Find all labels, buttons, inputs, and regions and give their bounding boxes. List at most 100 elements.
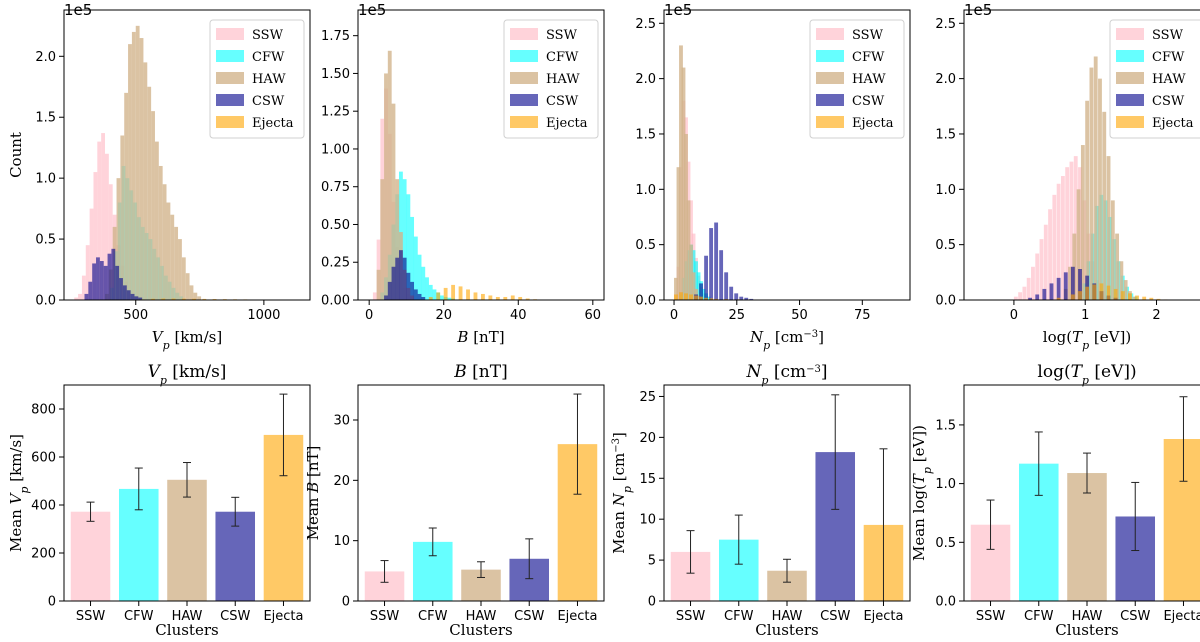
hist-bin-cfw bbox=[696, 272, 701, 300]
y-axis-label: Mean Vp [km/s] bbox=[7, 434, 31, 552]
y-axis-label: Mean Np [cm−3] bbox=[610, 432, 634, 554]
legend-box bbox=[809, 19, 905, 139]
hist-bin-ssw bbox=[1035, 253, 1040, 300]
hist-bin-ssw bbox=[1052, 194, 1057, 300]
hist-bin-ejecta bbox=[679, 292, 683, 300]
subplot-bar-b: SSW CFW HAW CSW Ejecta B [nT] Clusters Mean B [… bbox=[304, 362, 605, 639]
axes-frame bbox=[357, 384, 605, 602]
x-tick-label-cfw: CFW bbox=[1024, 609, 1054, 624]
hist-bin-csw bbox=[395, 257, 400, 300]
y-tick-label: 1.0 bbox=[935, 477, 956, 492]
hist-bin-haw bbox=[681, 67, 686, 300]
hist-bin-haw bbox=[676, 167, 681, 300]
y-tick-label: 1.0 bbox=[935, 183, 956, 198]
hist-bin-ssw bbox=[1056, 183, 1061, 300]
hist-bin-csw bbox=[96, 257, 100, 300]
hist-bin-haw bbox=[1093, 56, 1098, 300]
hist-bin-ejecta bbox=[443, 287, 448, 300]
hist-bin-haw bbox=[387, 50, 392, 300]
axes-frame bbox=[63, 384, 311, 602]
hist-bin-ssw bbox=[1069, 161, 1074, 300]
x-tick-label-csw: CSW bbox=[514, 609, 544, 624]
hist-bin-ejecta bbox=[503, 296, 508, 300]
hist-bin-haw bbox=[135, 25, 140, 301]
hist-bin-csw bbox=[734, 293, 739, 300]
hist-bin-haw bbox=[178, 239, 182, 300]
hist-bin-csw bbox=[115, 265, 120, 300]
x-axis-label: B [nT] bbox=[456, 328, 504, 346]
bar-ssw bbox=[70, 511, 111, 601]
legend-label-ejecta: Ejecta bbox=[852, 116, 894, 131]
hist-bin-ejecta bbox=[481, 293, 485, 300]
hist-bin-ssw bbox=[372, 292, 377, 300]
x-axis-label: Clusters bbox=[755, 621, 818, 639]
hist-bin-ssw bbox=[108, 184, 113, 300]
hist-bin-ejecta bbox=[709, 298, 714, 300]
hist-bin-ejecta bbox=[1070, 294, 1075, 300]
x-axis-label: Clusters bbox=[449, 621, 512, 639]
hist-bin-ssw bbox=[1043, 224, 1048, 300]
x-tick-label: 60 bbox=[585, 308, 602, 323]
hist-bin-haw bbox=[116, 178, 121, 300]
x-tick-label-ssw: SSW bbox=[976, 609, 1006, 624]
x-tick-label-ssw: SSW bbox=[76, 609, 106, 624]
hist-bin-csw bbox=[134, 296, 139, 300]
hist-bin-haw bbox=[120, 135, 125, 300]
subplot-bar-np: SSW CFW HAW CSW Ejecta Np [cm−3] Clusters Mean … bbox=[610, 362, 911, 639]
x-tick-label-ejecta: Ejecta bbox=[557, 609, 597, 624]
x-tick-label-csw: CSW bbox=[820, 609, 850, 624]
legend-label-csw: CSW bbox=[852, 94, 885, 109]
y-tick-label: 5 bbox=[648, 554, 656, 569]
subplot-title: Np [cm−3] bbox=[746, 362, 828, 387]
hist-bin-haw bbox=[696, 295, 701, 300]
hist-bin-haw bbox=[143, 62, 148, 300]
y-tick-label: 25 bbox=[639, 390, 656, 405]
hist-bin-haw bbox=[694, 288, 698, 300]
hist-bin-csw bbox=[1049, 283, 1054, 300]
hist-bin-ssw bbox=[1018, 292, 1023, 300]
legend-swatch-ssw bbox=[216, 28, 244, 40]
hist-bin-ejecta bbox=[202, 298, 207, 300]
legend-label-ssw: SSW bbox=[852, 28, 884, 43]
hist-bin-csw bbox=[744, 297, 749, 300]
hist-bin-ejecta bbox=[473, 292, 478, 300]
hist-bin-cfw bbox=[706, 296, 711, 300]
y-tick-label: 30 bbox=[333, 413, 350, 428]
y-tick-label: 0.0 bbox=[635, 294, 656, 309]
hist-bin-ejecta bbox=[1142, 296, 1147, 300]
hist-bin-haw bbox=[181, 257, 186, 300]
legend-label-csw: CSW bbox=[546, 94, 579, 109]
hist-bin-ejecta bbox=[704, 297, 708, 300]
hist-bin-ejecta bbox=[181, 298, 186, 300]
hist-bin-cfw bbox=[402, 179, 407, 300]
legend-swatch-ssw bbox=[1116, 28, 1144, 40]
x-tick-label: 500 bbox=[123, 308, 148, 323]
hist-bin-haw bbox=[679, 45, 683, 300]
y-tick-label: 0.75 bbox=[321, 180, 350, 195]
hist-bin-ejecta bbox=[1106, 285, 1111, 300]
hist-bin-haw bbox=[1123, 280, 1128, 300]
hist-bin-haw bbox=[124, 92, 129, 300]
hist-bin-haw bbox=[154, 141, 159, 300]
y-tick-label: 0.5 bbox=[935, 238, 956, 253]
axes-frame bbox=[663, 9, 911, 301]
hist-bin-csw bbox=[88, 281, 93, 300]
y-tick-label: 1.75 bbox=[321, 29, 350, 44]
hist-bin-cfw bbox=[406, 194, 411, 300]
hist-bin-csw bbox=[111, 248, 116, 300]
y-tick-label: 1.50 bbox=[321, 67, 350, 82]
x-tick-label-csw: CSW bbox=[220, 609, 250, 624]
hist-bin-cfw bbox=[440, 295, 444, 300]
legend-swatch-cfw bbox=[510, 50, 538, 62]
hist-bin-csw bbox=[1035, 294, 1040, 300]
hist-bin-ssw bbox=[89, 208, 94, 300]
hist-bin-haw bbox=[684, 133, 688, 300]
bar-haw bbox=[167, 479, 207, 601]
y-tick-label: 0.0 bbox=[935, 595, 956, 610]
hist-bin-csw bbox=[749, 298, 754, 300]
hist-bin-haw bbox=[380, 179, 385, 300]
hist-bin-haw bbox=[1080, 145, 1085, 300]
hist-bin-cfw bbox=[410, 216, 415, 300]
x-tick-label-cfw: CFW bbox=[124, 609, 154, 624]
